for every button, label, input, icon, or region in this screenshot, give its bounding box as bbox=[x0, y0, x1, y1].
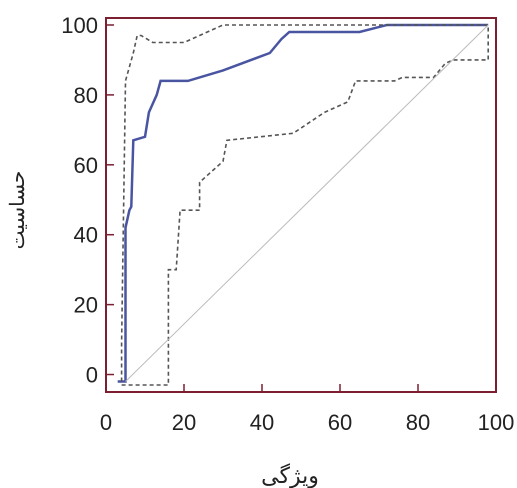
series-line-roc bbox=[117, 23, 489, 383]
x-tick-label: 60 bbox=[328, 410, 352, 435]
y-tick-label: 0 bbox=[86, 363, 98, 388]
y-tick-label: 80 bbox=[74, 83, 98, 108]
x-axis-title: ویژگی bbox=[261, 463, 319, 488]
plot-frame bbox=[105, 17, 497, 393]
y-tick-label: 40 bbox=[74, 223, 98, 248]
plot-layer bbox=[106, 18, 496, 392]
tick-layer: 0 20 40 60 80 100 0 20 40 60 80 100 bbox=[61, 13, 514, 435]
frame-layer bbox=[105, 17, 497, 393]
x-tick-label: 100 bbox=[478, 410, 515, 435]
y-tick-label: 20 bbox=[74, 293, 98, 318]
y-axis-title: حساسیت bbox=[7, 171, 29, 250]
x-tick-label: 0 bbox=[100, 410, 112, 435]
series-layer bbox=[117, 23, 490, 386]
x-tick-label: 80 bbox=[406, 410, 430, 435]
plot-background bbox=[106, 18, 496, 392]
x-tick-label: 20 bbox=[172, 410, 196, 435]
y-tick-label: 60 bbox=[74, 153, 98, 178]
series-line-reference bbox=[125, 24, 489, 382]
series-line-bound-1 bbox=[120, 24, 489, 382]
series-line-bound-2 bbox=[121, 25, 490, 386]
x-tick-label: 40 bbox=[250, 410, 274, 435]
y-tick-label: 100 bbox=[61, 13, 98, 38]
